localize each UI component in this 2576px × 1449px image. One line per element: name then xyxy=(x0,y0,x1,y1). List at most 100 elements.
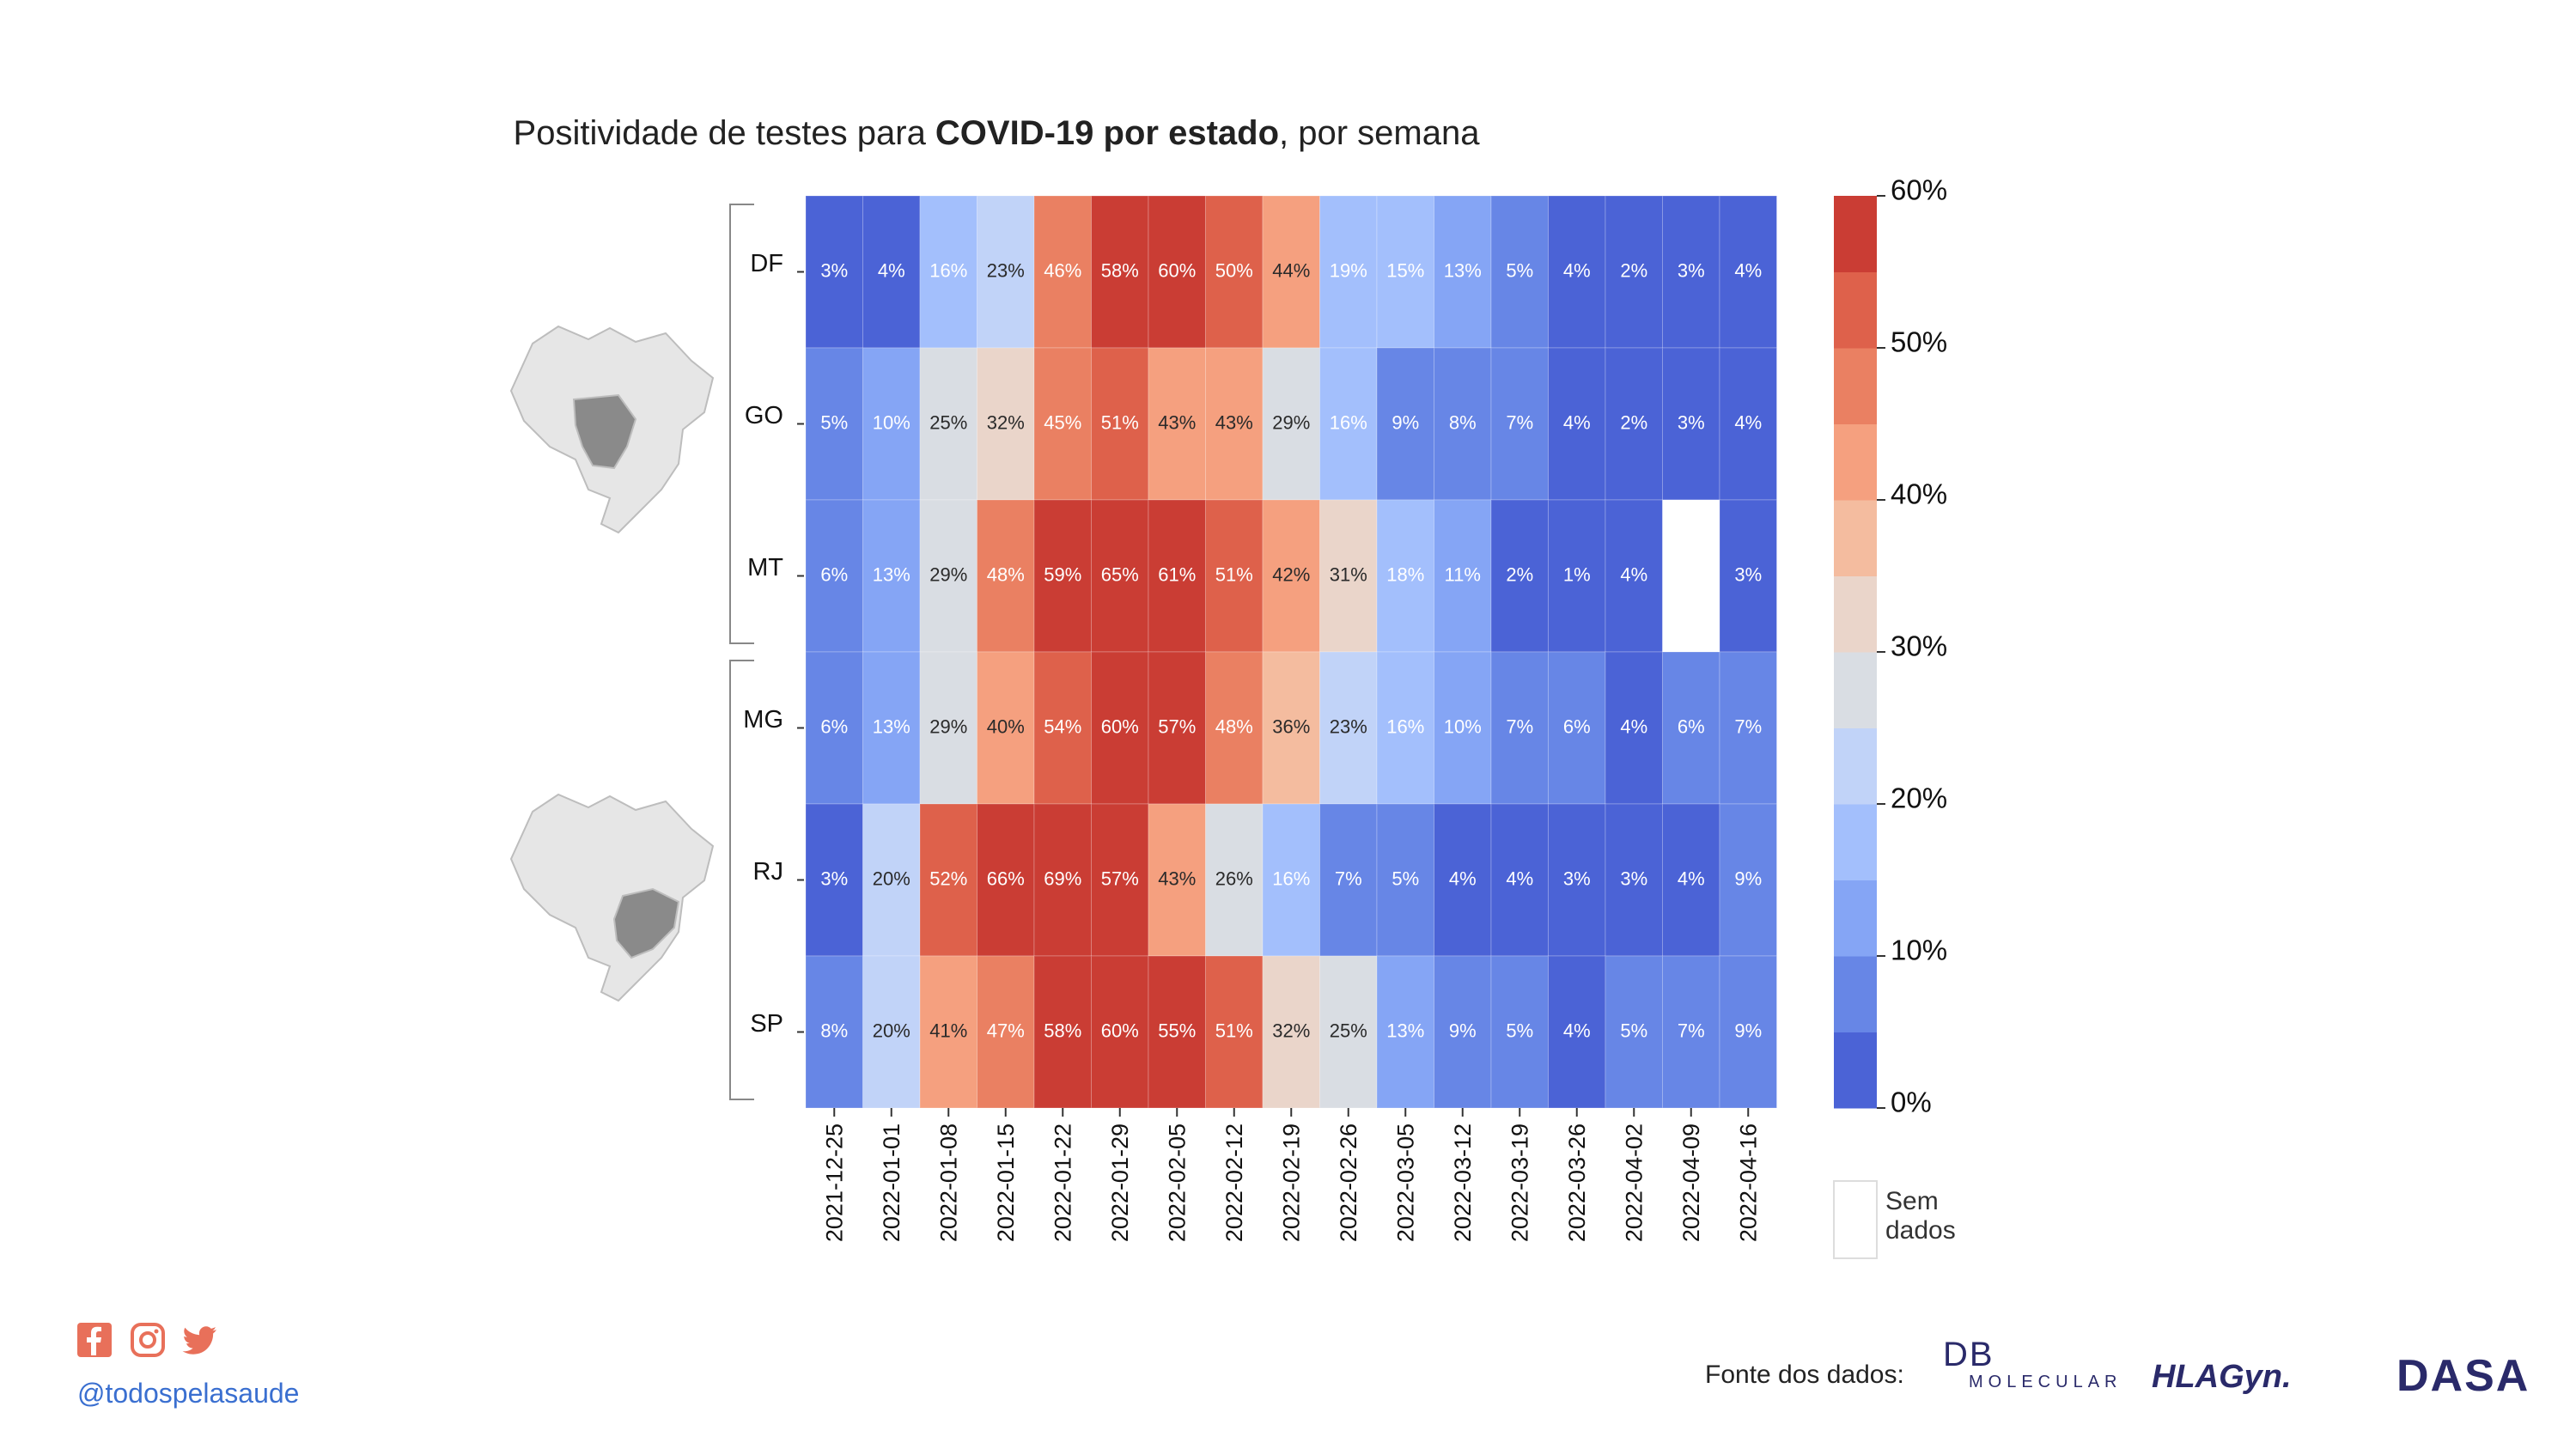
cell-value-label: 16% xyxy=(1330,411,1367,433)
heatmap-cell xyxy=(862,347,921,501)
x-tick-label: 2022-01-15 xyxy=(993,1123,1019,1242)
social-icons xyxy=(76,1321,220,1359)
x-tick-label: 2022-01-22 xyxy=(1050,1123,1075,1242)
x-tick-label: 2022-03-26 xyxy=(1564,1123,1590,1242)
y-tick-label: GO xyxy=(745,402,783,429)
heatmap-cell xyxy=(919,651,977,805)
cell-value-label: 43% xyxy=(1158,868,1196,889)
db-logo-sub: MOLECULAR xyxy=(1969,1373,2122,1391)
heatmap-cell xyxy=(1091,803,1149,957)
cell-value-label: 36% xyxy=(1272,715,1310,737)
social-handle[interactable]: @todospelasaude xyxy=(77,1378,300,1409)
cell-value-label: 19% xyxy=(1330,259,1367,281)
heatmap-cell xyxy=(977,195,1035,349)
cell-value-label: 52% xyxy=(929,868,967,889)
cell-value-label: 10% xyxy=(1444,715,1482,737)
cell-value-label: 48% xyxy=(1215,715,1253,737)
cell-value-label: 41% xyxy=(929,1020,967,1041)
cell-value-label: 3% xyxy=(820,259,848,281)
cell-value-label: 48% xyxy=(987,563,1025,585)
x-tick-label: 2022-02-26 xyxy=(1336,1123,1361,1242)
heatmap-cell xyxy=(1376,651,1434,805)
colorbar-tick-label: 20% xyxy=(1891,782,1947,814)
cell-value-label: 47% xyxy=(987,1020,1025,1041)
colorbar-bin xyxy=(1834,196,1877,272)
cell-value-label: 57% xyxy=(1158,715,1196,737)
cell-value-label: 69% xyxy=(1044,868,1081,889)
heatmap-cell xyxy=(1490,955,1549,1109)
heatmap-cell xyxy=(1548,347,1606,501)
x-tick-label: 2022-03-19 xyxy=(1507,1123,1532,1242)
cell-value-label: 2% xyxy=(1620,411,1647,433)
heatmap-cell xyxy=(1548,499,1606,653)
cell-value-label: 23% xyxy=(1330,715,1367,737)
heatmap-cell xyxy=(1662,955,1720,1109)
instagram-icon[interactable] xyxy=(129,1321,167,1359)
group-brackets xyxy=(729,204,754,1100)
cell-value-label: 9% xyxy=(1734,1020,1762,1041)
heatmap-cell xyxy=(919,499,977,653)
no-data-label-2: dados xyxy=(1885,1216,1956,1245)
cell-value-label: 60% xyxy=(1101,715,1139,737)
cell-value-label: 4% xyxy=(1563,411,1591,433)
heatmap-cell xyxy=(1205,347,1264,501)
cell-value-label: 3% xyxy=(1678,259,1705,281)
twitter-icon[interactable] xyxy=(182,1321,220,1359)
cell-value-label: 4% xyxy=(1620,715,1647,737)
heatmap-cell xyxy=(1033,195,1092,349)
colorbar-tick-label: 10% xyxy=(1891,935,1947,966)
heatmap-cell xyxy=(1091,651,1149,805)
cell-value-label: 9% xyxy=(1734,868,1762,889)
cell-value-label: 51% xyxy=(1215,563,1253,585)
heatmap-cell xyxy=(1262,651,1320,805)
y-tick-label: MT xyxy=(747,554,783,581)
colorbar-bin xyxy=(1834,880,1877,957)
cell-value-label: 4% xyxy=(1734,411,1762,433)
colorbar-bin xyxy=(1834,575,1877,653)
heatmap-cell xyxy=(1205,195,1264,349)
cell-value-label: 4% xyxy=(1506,868,1533,889)
heatmap-cell xyxy=(1605,803,1663,957)
cell-value-label: 4% xyxy=(1734,259,1762,281)
cell-value-label: 7% xyxy=(1678,1020,1705,1041)
heatmap-cell xyxy=(1091,499,1149,653)
cell-value-label: 3% xyxy=(1678,411,1705,433)
heatmap-cell xyxy=(1490,499,1549,653)
heatmap-cell xyxy=(1605,499,1663,653)
heatmap-cell xyxy=(1262,499,1320,653)
cell-value-label: 51% xyxy=(1101,411,1139,433)
cell-value-label: 13% xyxy=(1386,1020,1424,1041)
heatmap-cell xyxy=(1148,803,1206,957)
y-tick-label: DF xyxy=(750,250,783,277)
cell-value-label: 42% xyxy=(1272,563,1310,585)
cell-value-label: 2% xyxy=(1506,563,1533,585)
colorbar-tick-label: 0% xyxy=(1891,1087,1932,1118)
colorbar-bin xyxy=(1834,728,1877,805)
cell-value-label: 3% xyxy=(820,868,848,889)
heatmap-cell xyxy=(1319,195,1378,349)
cell-value-label: 9% xyxy=(1449,1020,1477,1041)
cell-value-label: 3% xyxy=(1620,868,1647,889)
cell-value-label: 4% xyxy=(1620,563,1647,585)
heatmap-cell xyxy=(1376,955,1434,1109)
cell-value-label: 13% xyxy=(873,563,910,585)
heatmap-cell xyxy=(1091,347,1149,501)
heatmap-cell xyxy=(1548,955,1606,1109)
colorbar-tick-label: 40% xyxy=(1891,478,1947,510)
no-data-legend: Sem dados xyxy=(1833,1180,1956,1259)
heatmap-cell xyxy=(1148,955,1206,1109)
title-bold: COVID-19 por estado xyxy=(935,114,1279,152)
brazil-map-southeast-icon xyxy=(509,793,715,1002)
y-tick-label: RJ xyxy=(753,858,783,886)
heatmap-cell xyxy=(977,955,1035,1109)
heatmap-cell xyxy=(1548,195,1606,349)
facebook-icon[interactable] xyxy=(76,1321,113,1359)
heatmap-cell xyxy=(977,499,1035,653)
heatmap-cell xyxy=(1548,651,1606,805)
cell-value-label: 43% xyxy=(1158,411,1196,433)
group-bracket xyxy=(729,660,754,1100)
heatmap-cell xyxy=(1605,195,1663,349)
heatmap-cell xyxy=(1033,651,1092,805)
heatmap-cell xyxy=(1719,955,1777,1109)
heatmap-cell xyxy=(1719,803,1777,957)
